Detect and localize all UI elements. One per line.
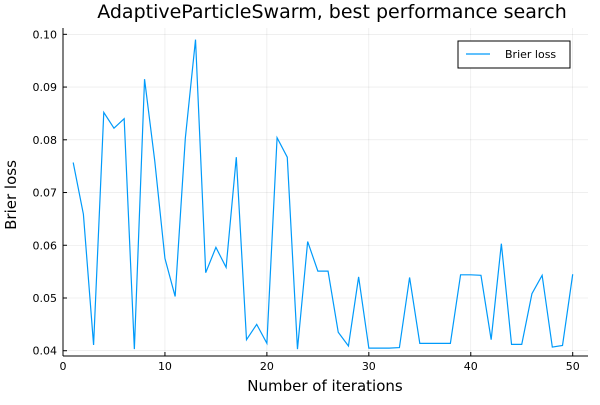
y-tick-label: 0.09 (33, 81, 58, 94)
legend-label: Brier loss (505, 48, 556, 61)
axes (62, 28, 588, 357)
y-tick-label: 0.08 (33, 134, 58, 147)
y-tick-label: 0.10 (33, 28, 58, 41)
legend: Brier loss (457, 40, 571, 69)
y-tick-label: 0.05 (33, 292, 58, 305)
series-line (72, 39, 574, 350)
y-tick-label: 0.07 (33, 187, 58, 200)
x-tick-label: 20 (260, 360, 274, 373)
x-tick-label: 50 (566, 360, 580, 373)
x-tick-label: 0 (60, 360, 67, 373)
tick-labels: 0 10 20 30 40 50 0.04 0.05 0.06 0.07 0.08 0.09 0.10 (33, 28, 580, 373)
x-tick-label: 40 (464, 360, 478, 373)
x-tick-label: 10 (158, 360, 172, 373)
y-tick-label: 0.04 (33, 345, 58, 358)
x-axis-title: Number of iterations (247, 377, 403, 395)
x-tick-label: 30 (362, 360, 376, 373)
series-layer (72, 39, 574, 350)
y-axis-title: Brier loss (2, 160, 20, 230)
chart-title: AdaptiveParticleSwarm, best performance … (97, 1, 567, 23)
y-tick-label: 0.06 (33, 239, 58, 252)
grid (62, 28, 588, 356)
